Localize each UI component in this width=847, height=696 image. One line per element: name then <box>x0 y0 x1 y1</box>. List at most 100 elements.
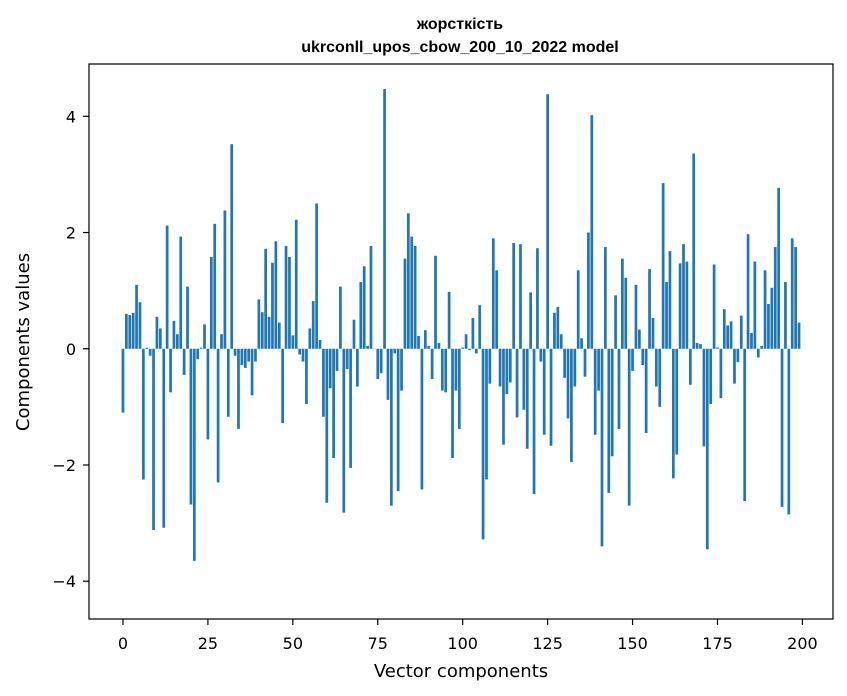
bar <box>668 251 672 349</box>
bar <box>471 317 475 349</box>
y-tick-label: −4 <box>52 572 76 591</box>
bar <box>705 348 709 550</box>
bar <box>305 348 308 404</box>
bar <box>505 348 509 395</box>
bar <box>536 248 539 349</box>
bar <box>665 281 668 349</box>
bar <box>396 348 400 492</box>
bar <box>308 328 312 349</box>
bar <box>478 305 482 349</box>
bar <box>512 242 516 349</box>
y-tick-label: 4 <box>66 107 76 126</box>
bar <box>461 347 465 349</box>
bar <box>175 334 179 349</box>
bar <box>257 299 261 349</box>
bar <box>580 338 583 349</box>
bar <box>576 270 580 349</box>
bar <box>767 304 770 349</box>
bar <box>532 348 536 495</box>
bar <box>627 348 631 506</box>
bar <box>644 348 648 434</box>
bar <box>142 348 145 480</box>
bar <box>366 345 369 349</box>
y-tick-label: 0 <box>66 340 76 359</box>
bar <box>158 328 162 349</box>
bar <box>192 348 196 561</box>
bar <box>675 348 679 455</box>
bar <box>291 335 295 349</box>
bar <box>736 348 740 363</box>
bar <box>658 348 662 407</box>
bar <box>593 348 597 435</box>
bar <box>277 322 281 349</box>
y-axis-ticks: −4 −2 0 2 4 <box>52 107 89 591</box>
bar <box>189 348 193 505</box>
bar <box>437 342 441 349</box>
bar <box>223 210 227 349</box>
bar <box>474 348 478 354</box>
bar <box>797 322 801 349</box>
bar <box>648 269 651 349</box>
bar <box>733 348 736 384</box>
bar <box>413 245 417 349</box>
bar <box>631 348 634 371</box>
bar <box>162 348 166 528</box>
bar <box>559 334 563 349</box>
bar <box>444 348 448 393</box>
bar <box>621 258 624 349</box>
bar <box>702 348 706 447</box>
bar <box>430 348 434 379</box>
bar <box>233 348 237 356</box>
x-tick-label: 0 <box>118 634 128 653</box>
bar <box>519 244 522 349</box>
bar <box>549 348 553 446</box>
bar <box>186 286 189 349</box>
bar-series <box>121 88 801 561</box>
bar <box>784 281 787 349</box>
bar <box>464 334 468 349</box>
bar <box>604 247 607 349</box>
bar <box>722 309 726 349</box>
bar <box>600 348 604 547</box>
bar <box>468 348 471 350</box>
bar <box>488 348 492 384</box>
bar <box>271 262 274 349</box>
x-tick-label: 125 <box>532 634 563 653</box>
bar <box>345 348 349 370</box>
bar <box>451 348 454 459</box>
bar <box>403 258 407 349</box>
bar <box>135 284 138 349</box>
bar <box>196 348 200 360</box>
bar <box>553 312 556 349</box>
bar <box>583 348 587 377</box>
bar <box>638 329 641 349</box>
y-tick-label: −2 <box>52 456 76 475</box>
bar <box>226 348 230 417</box>
bar <box>495 270 499 349</box>
bar <box>641 348 645 366</box>
bar <box>260 312 264 349</box>
bar <box>386 348 390 400</box>
bar <box>491 238 495 349</box>
bar <box>685 261 689 349</box>
bar <box>410 236 414 349</box>
bar <box>682 244 685 349</box>
bar <box>220 334 223 349</box>
bar <box>610 348 614 457</box>
bar <box>362 266 366 349</box>
bar <box>131 312 135 349</box>
bar <box>152 348 155 531</box>
bar <box>590 115 594 349</box>
bar <box>417 335 420 349</box>
bar <box>777 187 780 349</box>
bar <box>654 348 658 387</box>
x-tick-label: 50 <box>283 634 303 653</box>
bar <box>542 348 546 435</box>
bar <box>434 255 437 349</box>
bar <box>712 264 716 349</box>
bar <box>165 225 169 349</box>
bar <box>440 348 444 391</box>
bar <box>318 340 322 349</box>
x-axis-ticks: 0 25 50 75 100 125 150 175 200 <box>118 619 818 653</box>
bar <box>342 348 346 513</box>
